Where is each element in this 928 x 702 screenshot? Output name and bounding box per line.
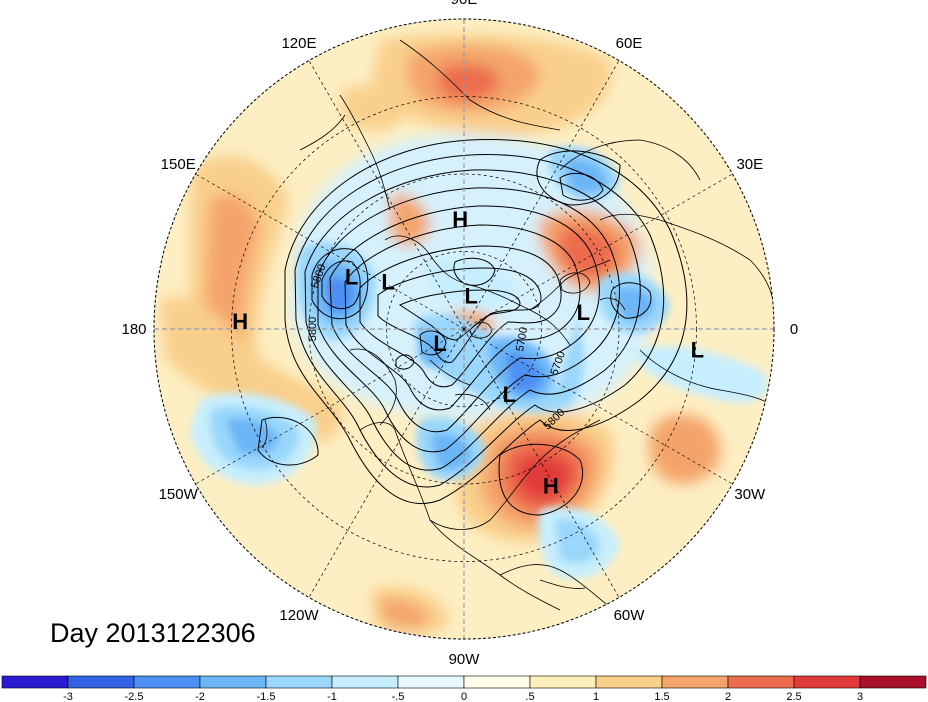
low-pressure-label: L xyxy=(433,331,446,356)
longitude-label: 150E xyxy=(161,156,196,173)
coastlines xyxy=(261,39,774,616)
longitude-label: 180 xyxy=(121,321,146,338)
colorbar-swatch xyxy=(331,675,399,689)
colorbar-tick-label: -1 xyxy=(327,691,337,702)
colorbar-tick-label: 1.5 xyxy=(654,691,669,702)
colorbar-swatch xyxy=(133,675,201,689)
contour-value-label: 5700 xyxy=(514,326,530,352)
longitude-label: 120W xyxy=(279,607,319,624)
colorbar-swatch xyxy=(199,675,267,689)
longitude-label: 0 xyxy=(790,321,798,338)
colorbar-tick-label: -2.5 xyxy=(125,691,144,702)
colorbar-swatch xyxy=(595,675,663,689)
low-pressure-label: L xyxy=(464,283,477,308)
low-pressure-label: L xyxy=(691,337,704,362)
anomaly-shading xyxy=(160,34,768,636)
meridian-line xyxy=(463,173,733,330)
colorbar-swatch xyxy=(529,675,597,689)
colorbar-swatch xyxy=(661,675,729,689)
colorbar-swatch xyxy=(1,675,69,689)
low-pressure-label: L xyxy=(381,270,394,295)
meridian-line xyxy=(195,173,465,330)
colorbar-tick-label: 1 xyxy=(593,691,599,702)
colorbar-tick-label: .5 xyxy=(525,691,534,702)
colorbar-swatch xyxy=(859,675,927,689)
colorbar-tick-label: 0 xyxy=(461,691,467,702)
meridian-line xyxy=(308,328,465,598)
colorbar-tick-label: -.5 xyxy=(392,691,405,702)
colorbar-tick-label: 3 xyxy=(857,691,863,702)
map-title: Day 2013122306 xyxy=(50,618,256,648)
meridian-line xyxy=(195,328,465,485)
high-pressure-label: H xyxy=(232,309,248,334)
longitude-labels: 90E 60E 30E 0 30W 60W 90W 120W 150W 180 150E 120E xyxy=(121,0,798,668)
longitude-label: 120E xyxy=(281,35,316,52)
colorbar-swatch xyxy=(463,675,531,689)
longitude-label: 60E xyxy=(616,35,643,52)
colorbar-swatch xyxy=(397,675,465,689)
longitude-label: 90E xyxy=(451,0,478,8)
low-pressure-label: L xyxy=(577,300,590,325)
colorbar-tick-label: 2 xyxy=(725,691,731,702)
longitude-label: 30E xyxy=(736,156,763,173)
colorbar-swatch xyxy=(265,675,333,689)
colorbar-tick-label: -1.5 xyxy=(257,691,276,702)
low-pressure-label: L xyxy=(345,265,358,290)
high-pressure-label: H xyxy=(543,474,559,499)
longitude-label: 30W xyxy=(734,486,766,503)
colorbar-swatch xyxy=(793,675,861,689)
low-pressure-label: L xyxy=(503,382,516,407)
colorbar: -3 -2.5 -2 -1.5 -1 -.5 0 .5 1 1.5 2 2.5 3 xyxy=(1,675,927,702)
meridian-line xyxy=(463,328,733,485)
colorbar-tick-label: -2 xyxy=(195,691,205,702)
high-pressure-label: H xyxy=(452,207,468,232)
reference-meridians xyxy=(154,19,774,639)
height-contours xyxy=(257,139,688,516)
longitude-label: 90W xyxy=(449,651,481,668)
colorbar-swatch xyxy=(67,675,135,689)
longitude-label: 150W xyxy=(159,486,199,503)
map-boundary xyxy=(153,18,775,640)
contour-value-label: 5800 xyxy=(307,317,319,341)
longitude-label: 60W xyxy=(614,607,646,624)
meridian-line xyxy=(463,328,620,598)
colorbar-swatch xyxy=(727,675,795,689)
colorbar-tick-label: -3 xyxy=(63,691,73,702)
meridian-line xyxy=(463,60,620,330)
colorbar-tick-label: 2.5 xyxy=(786,691,801,702)
meridian-line xyxy=(308,60,465,330)
